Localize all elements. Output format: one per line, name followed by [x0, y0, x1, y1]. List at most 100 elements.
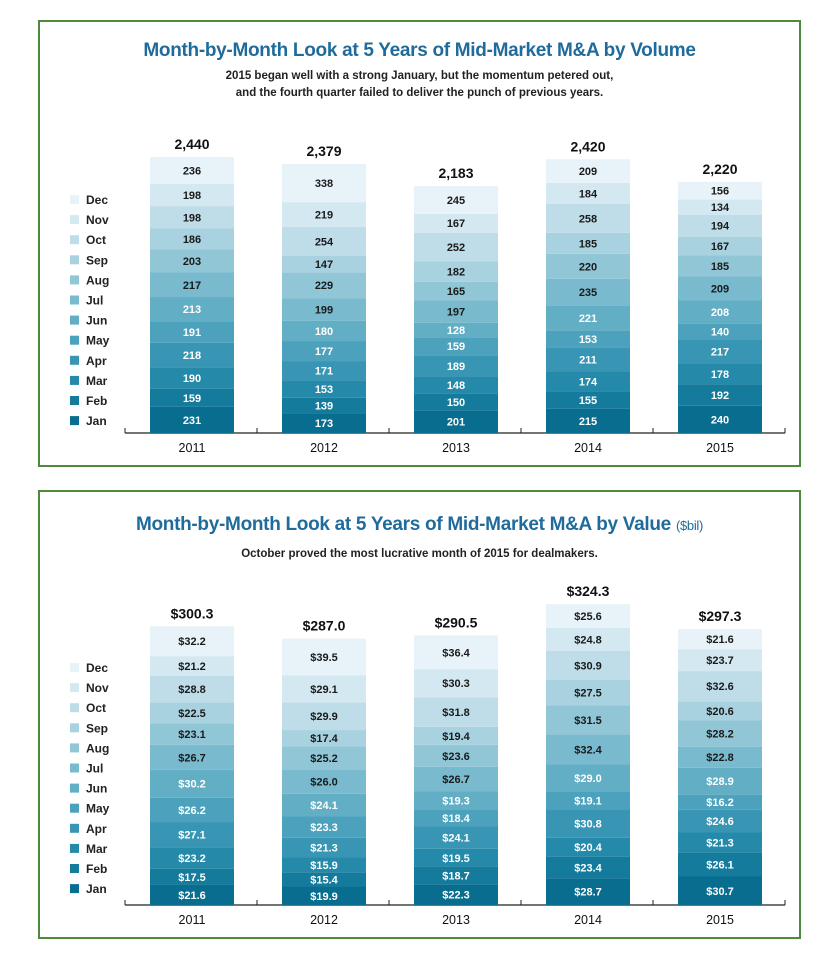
volume-legend-label: Sep: [86, 253, 108, 267]
value-legend-swatch-jun: [70, 783, 79, 793]
value-segment-2011-feb: [150, 868, 234, 885]
volume-legend-label: May: [86, 334, 110, 348]
value-segment-label: $23.2: [178, 853, 206, 865]
value-segment-2012-jan: [282, 886, 366, 905]
volume-legend-swatch-apr: [70, 355, 79, 365]
value-chart-title-unit: ($bil): [675, 518, 704, 533]
volume-segment-2013-jan: [414, 410, 498, 433]
value-segment-label: $32.4: [574, 744, 602, 756]
volume-segment-2013-sep: [414, 261, 498, 282]
volume-segment-2015-apr: [678, 339, 762, 364]
volume-segment-2011-aug: [150, 249, 234, 273]
value-segment-label: $21.3: [706, 837, 734, 849]
volume-segment-label: 198: [183, 212, 201, 224]
value-segment-2012-sep: [282, 730, 366, 747]
volume-legend-swatch-feb: [70, 396, 79, 405]
value-segment-2012-jul: [282, 769, 366, 794]
volume-segment-label: 220: [579, 261, 597, 273]
value-legend-swatch-jan: [70, 884, 79, 894]
volume-category-label: 2012: [310, 441, 338, 455]
volume-segment-label: 194: [711, 221, 730, 233]
volume-segment-label: 190: [183, 373, 201, 385]
volume-legend-label: Feb: [86, 394, 107, 408]
value-segment-label: $19.9: [310, 891, 338, 903]
volume-segment-2012-sep: [282, 255, 366, 273]
volume-segment-label: 221: [579, 313, 597, 325]
volume-segment-label: 177: [315, 346, 333, 358]
value-segment-label: $23.1: [178, 729, 206, 741]
value-segment-2015-jul: [678, 746, 762, 768]
volume-segment-label: 153: [579, 334, 597, 346]
value-segment-label: $22.5: [178, 708, 206, 720]
volume-segment-2015-jan: [678, 405, 762, 433]
value-segment-2015-oct: [678, 671, 762, 702]
volume-segment-label: 201: [447, 417, 465, 429]
value-legend-swatch-nov: [70, 683, 79, 693]
value-segment-label: $28.8: [178, 684, 206, 696]
volume-legend-swatch-oct: [70, 235, 79, 245]
value-segment-2015-mar: [678, 832, 762, 853]
value-segment-2011-may: [150, 797, 234, 823]
value-segment-2013-jun: [414, 791, 498, 810]
value-segment-2011-nov: [150, 656, 234, 676]
value-legend-swatch-oct: [70, 703, 79, 713]
value-segment-label: $18.4: [442, 813, 470, 825]
value-segment-label: $23.4: [574, 863, 602, 875]
volume-segment-2013-feb: [414, 393, 498, 411]
volume-segment-label: 215: [579, 416, 597, 428]
volume-segment-label: 199: [315, 304, 333, 316]
value-legend-label: Aug: [86, 741, 109, 755]
volume-segment-label: 167: [711, 241, 729, 253]
value-segment-label: $31.5: [574, 715, 602, 727]
value-segment-2014-mar: [546, 837, 630, 857]
value-legend-label: Jul: [86, 762, 103, 776]
value-segment-label: $19.3: [442, 795, 470, 807]
volume-segment-2011-nov: [150, 183, 234, 207]
volume-segment-2011-mar: [150, 367, 234, 389]
volume-segment-2013-dec: [414, 186, 498, 214]
volume-segment-2013-jul: [414, 300, 498, 323]
volume-segment-2014-aug: [546, 253, 630, 279]
value-segment-label: $24.1: [442, 833, 470, 845]
volume-segment-label: 134: [711, 202, 730, 214]
volume-segment-2013-oct: [414, 232, 498, 262]
value-segment-2014-sep: [546, 679, 630, 706]
volume-segment-label: 219: [315, 210, 333, 222]
volume-category-label: 2015: [706, 441, 734, 455]
volume-segment-label: 139: [315, 401, 333, 413]
value-total-label: $297.3: [699, 608, 742, 624]
value-segment-label: $27.5: [574, 687, 602, 699]
value-segment-label: $36.4: [442, 647, 470, 659]
value-segment-2015-feb: [678, 852, 762, 877]
volume-segment-2011-jun: [150, 297, 234, 322]
value-total-label: $290.5: [435, 614, 478, 630]
value-segment-label: $28.9: [706, 776, 734, 788]
value-segment-label: $17.5: [178, 872, 206, 884]
value-segment-2014-may: [546, 791, 630, 810]
value-segment-label: $20.6: [706, 706, 734, 718]
volume-segment-2011-sep: [150, 228, 234, 250]
volume-segment-2014-jul: [546, 278, 630, 306]
value-segment-label: $27.1: [178, 830, 206, 842]
volume-segment-2014-oct: [546, 203, 630, 233]
volume-segment-label: 191: [183, 327, 201, 339]
volume-total-label: 2,420: [570, 138, 605, 154]
volume-segment-label: 182: [447, 266, 465, 278]
volume-segment-2012-aug: [282, 272, 366, 299]
value-segment-label: $17.4: [310, 733, 338, 745]
value-segment-label: $24.1: [310, 800, 338, 812]
volume-segment-2014-jun: [546, 305, 630, 331]
value-segment-label: $21.6: [706, 634, 734, 646]
volume-segment-2013-jun: [414, 322, 498, 338]
volume-category-label: 2013: [442, 441, 470, 455]
volume-segment-label: 209: [711, 283, 729, 295]
value-legend-label: Sep: [86, 721, 108, 735]
volume-legend-label: Jan: [86, 414, 107, 428]
value-segment-label: $24.6: [706, 816, 734, 828]
volume-chart-plot: 231 159 190 218 191 213 217 203 186 198 198 236 2,44…: [70, 136, 786, 455]
volume-segment-2015-jun: [678, 300, 762, 324]
volume-segment-label: 155: [579, 395, 597, 407]
value-segment-label: $26.1: [706, 859, 734, 871]
volume-segment-2011-jul: [150, 272, 234, 298]
value-chart-title-text: Month-by-Month Look at 5 Years of Mid-Ma…: [135, 514, 671, 535]
